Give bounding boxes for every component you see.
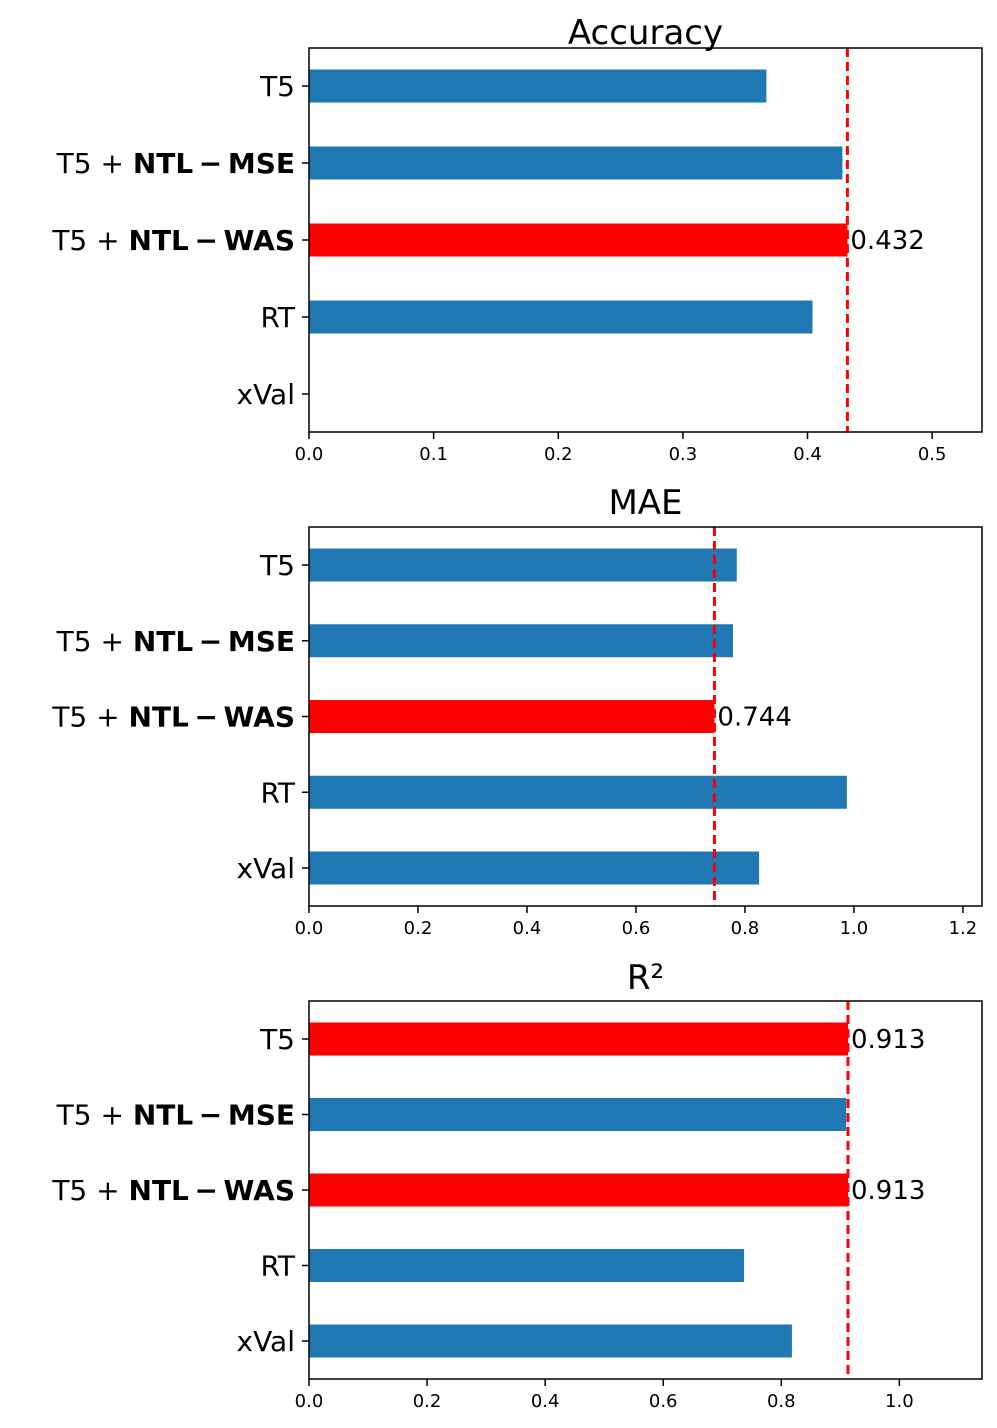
r2-category-label-1: T5 + NTL − MSE (56, 1099, 295, 1132)
r2-category-label-4: xVal (237, 1325, 296, 1358)
mae-panel: MAE 0.744 T5 T5 + NTL − MSE T5 + NTL − WAS R… (51, 483, 983, 939)
r2-category-label-2: T5 + NTL − WAS (51, 1174, 295, 1207)
mae-bar-0 (309, 548, 737, 582)
accuracy-data-label-2: 0.432 (850, 226, 924, 256)
r2-bar-1 (309, 1098, 847, 1131)
mae-category-label-0: T5 (259, 549, 295, 582)
mae-bar-2 (309, 700, 715, 733)
accuracy-xtick-label-4: 0.4 (793, 444, 822, 465)
accuracy-xtick-label-5: 0.5 (918, 444, 947, 465)
accuracy-xtick-label-2: 0.2 (544, 444, 573, 465)
r2-category-label-0: T5 (259, 1023, 295, 1056)
accuracy-xtick-label-0: 0.0 (295, 444, 324, 465)
mae-data-label-2: 0.744 (717, 703, 791, 733)
accuracy-bar-0 (309, 69, 767, 103)
mae-bar-1 (309, 624, 733, 658)
accuracy-bar-3 (309, 300, 813, 334)
r2-title: R² (627, 958, 664, 998)
r2-data-label-0: 0.913 (851, 1025, 925, 1055)
mae-xtick-label-2: 0.4 (513, 918, 542, 939)
accuracy-panel: Accuracy 0.432 T5 T5 + NTL − MSE T5 + NTL −… (51, 13, 983, 465)
accuracy-title: Accuracy (568, 13, 723, 53)
accuracy-category-label-2: T5 + NTL − WAS (51, 224, 295, 257)
r2-xtick-label-3: 0.6 (649, 1391, 678, 1412)
mae-xtick-label-0: 0.0 (295, 918, 324, 939)
r2-category-label-3: RT (260, 1250, 295, 1283)
accuracy-xtick-label-3: 0.3 (669, 444, 698, 465)
r2-xtick-label-1: 0.2 (413, 1391, 442, 1412)
r2-xtick-label-5: 1.0 (885, 1391, 914, 1412)
mae-category-label-4: xVal (237, 852, 296, 885)
r2-xtick-label-0: 0.0 (295, 1391, 324, 1412)
mae-category-label-3: RT (260, 776, 295, 809)
mae-xtick-label-1: 0.2 (404, 918, 433, 939)
r2-bar-3 (309, 1249, 745, 1282)
mae-xtick-label-4: 0.8 (731, 918, 760, 939)
r2-bar-0 (309, 1022, 848, 1056)
mae-title: MAE (608, 483, 682, 523)
mae-category-label-1: T5 + NTL − MSE (56, 625, 295, 658)
accuracy-category-label-1: T5 + NTL − MSE (56, 147, 295, 180)
accuracy-category-label-0: T5 (259, 70, 295, 103)
mae-xtick-label-5: 1.0 (840, 918, 869, 939)
r2-bar-2 (309, 1173, 848, 1207)
r2-xtick-label-4: 0.8 (767, 1391, 796, 1412)
r2-data-label-2: 0.913 (851, 1176, 925, 1206)
mae-bar-3 (309, 775, 847, 809)
mae-xtick-label-3: 0.6 (622, 918, 651, 939)
mae-category-label-2: T5 + NTL − WAS (51, 701, 295, 734)
accuracy-bar-1 (309, 146, 843, 180)
accuracy-xtick-label-1: 0.1 (419, 444, 448, 465)
r2-xtick-label-2: 0.4 (531, 1391, 560, 1412)
mae-bar-4 (309, 851, 760, 885)
r2-bar-4 (309, 1324, 792, 1358)
accuracy-bar-2 (309, 223, 848, 257)
r2-panel: R² 0.913 0.913 T5 T5 + NTL − MSE T5 + NTL − … (51, 958, 983, 1412)
accuracy-category-label-3: RT (260, 301, 295, 334)
accuracy-category-label-4: xVal (237, 378, 296, 411)
mae-xtick-label-6: 1.2 (949, 918, 978, 939)
